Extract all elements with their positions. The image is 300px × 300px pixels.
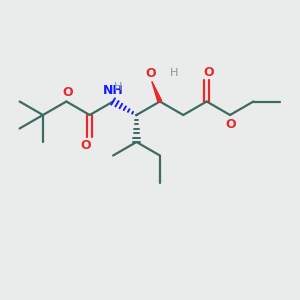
Text: O: O: [62, 86, 73, 100]
Text: O: O: [146, 67, 156, 80]
Text: NH: NH: [103, 85, 124, 98]
Text: O: O: [226, 118, 236, 131]
Text: O: O: [80, 139, 91, 152]
Polygon shape: [152, 81, 162, 102]
Text: O: O: [203, 66, 214, 79]
Text: H: H: [170, 68, 178, 77]
Text: H: H: [114, 82, 122, 92]
